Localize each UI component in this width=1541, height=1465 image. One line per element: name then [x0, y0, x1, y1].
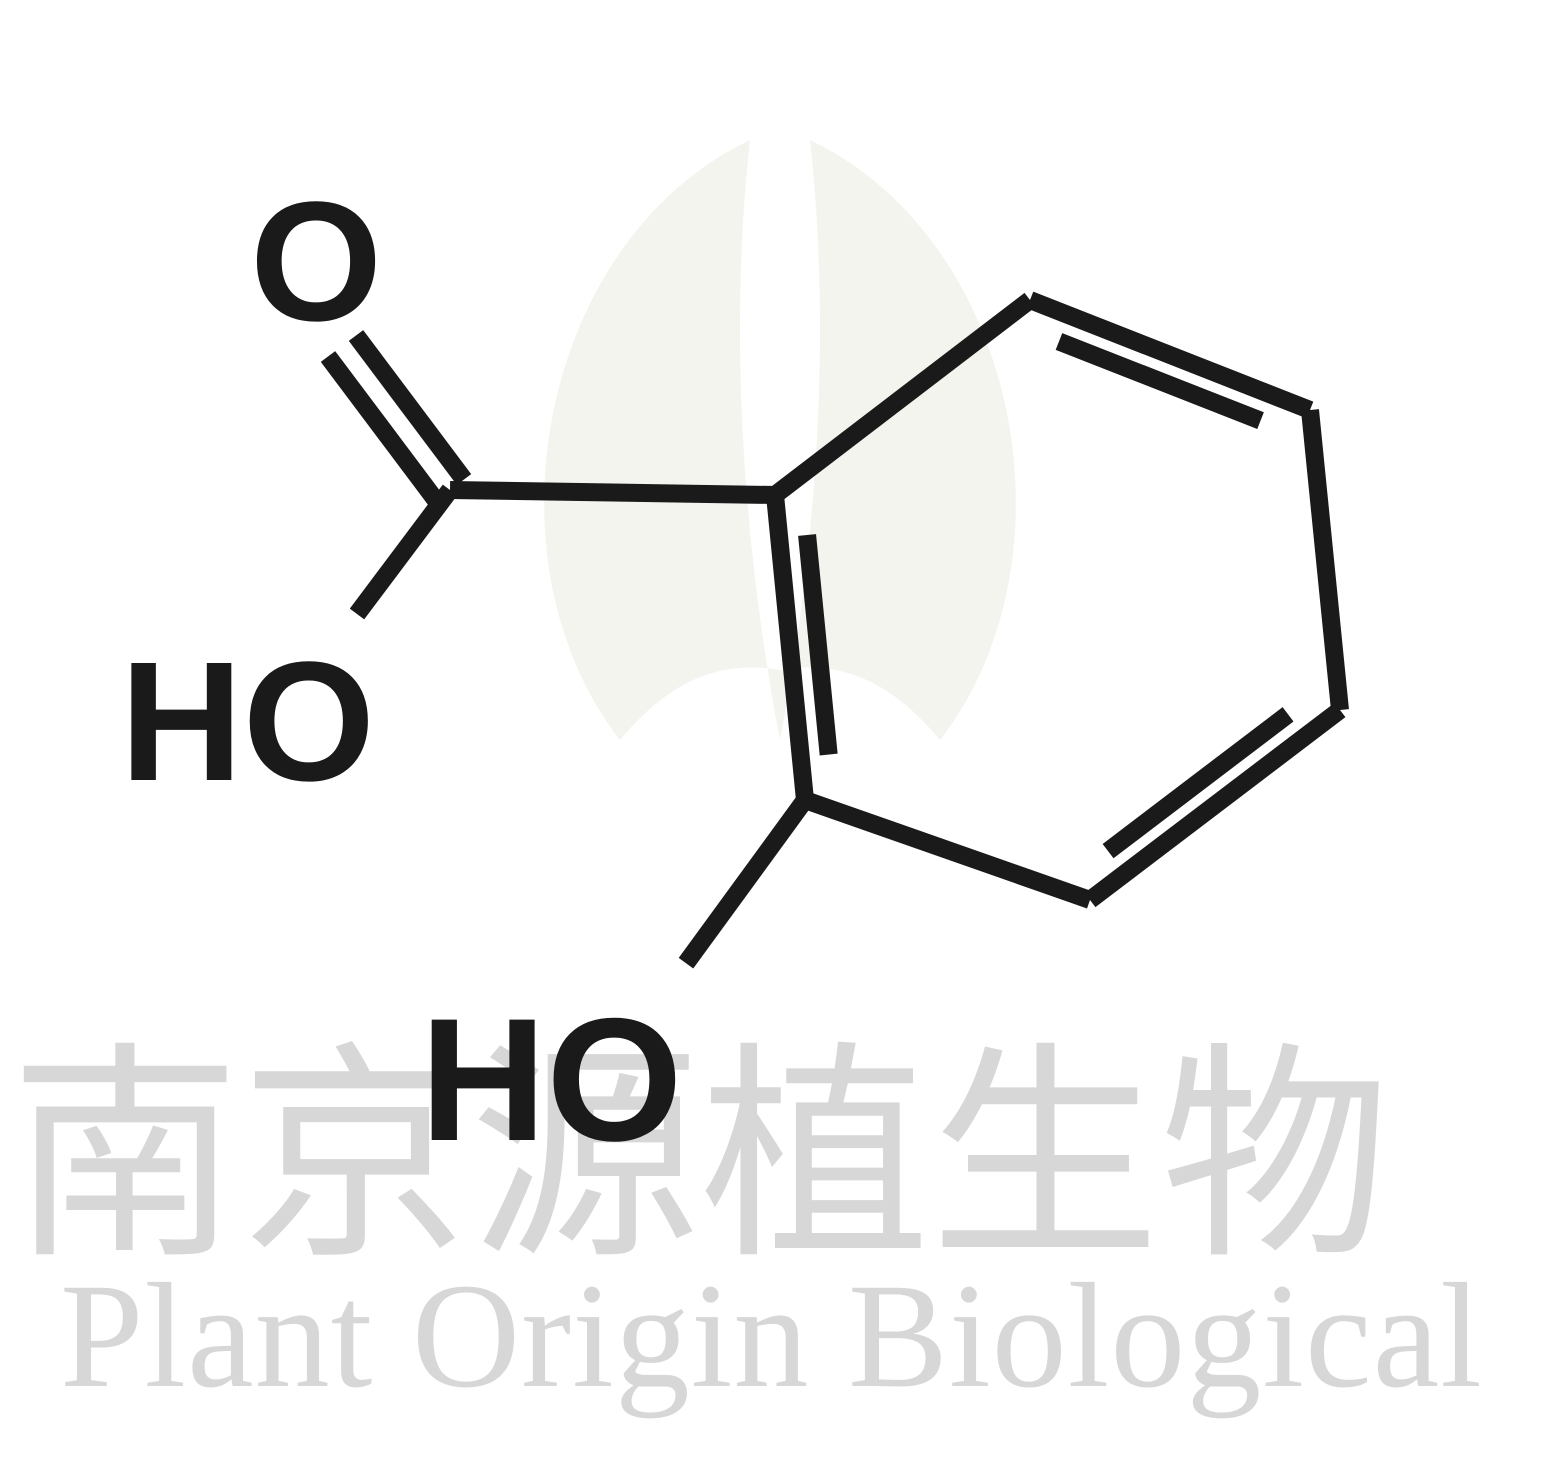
atom-label-O_dbl: O	[250, 167, 382, 357]
atom-label-OH_carboxyl: HO	[120, 627, 375, 817]
bond-group	[328, 300, 1340, 963]
atom-label-group: O HOHO	[120, 167, 683, 1178]
atom-label-OH_phenol: HO	[420, 983, 683, 1178]
chemical-structure-diagram: O HOHO	[0, 0, 1541, 1465]
